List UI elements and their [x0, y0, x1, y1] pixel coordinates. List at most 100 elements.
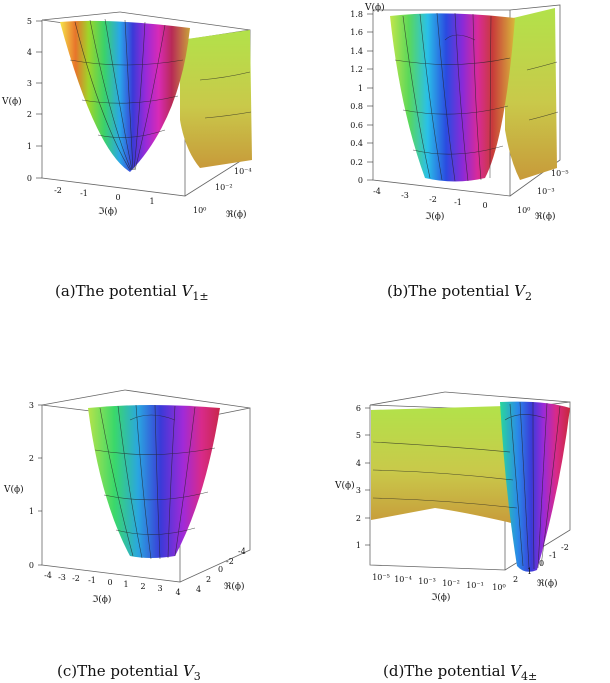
y-tick: 10⁻⁵	[551, 169, 569, 178]
z-tick: 1.8	[350, 10, 363, 19]
z-axis-label: V(ϕ)	[3, 484, 24, 495]
caption-subscript: 4±	[521, 670, 538, 683]
z-tick: 3	[27, 79, 32, 88]
z-axis-label: V(ϕ)	[334, 480, 355, 491]
y-tick: 2	[513, 575, 518, 584]
z-tick: 5	[27, 17, 32, 26]
x-axis-label: ℑ(ϕ)	[98, 206, 117, 217]
y-tick: -1	[549, 551, 557, 560]
z-tick: 1.4	[350, 47, 363, 56]
z-tick: 1	[27, 142, 32, 151]
y-tick: 0	[539, 559, 544, 568]
y-axis-label: ℜ(ϕ)	[226, 209, 246, 220]
plot-b: 0 0.2 0.4 0.6 0.8 1 1 1.2 1.4 1.6 1.8 -4…	[350, 2, 569, 222]
x-tick: -1	[88, 576, 96, 585]
z-tick: 1	[358, 84, 363, 93]
z-tick: 2	[27, 110, 32, 119]
surface-wing-a	[180, 30, 252, 168]
y-tick: 10⁻²	[215, 183, 233, 192]
y-axis-label: ℜ(ϕ)	[224, 581, 244, 592]
y-tick: 10⁻³	[537, 187, 555, 196]
x-tick: 0	[482, 201, 487, 210]
x-tick: 10⁻³	[418, 577, 436, 586]
x-tick: 10⁻⁴	[394, 575, 412, 584]
y-tick: 10⁰	[517, 206, 530, 215]
x-tick: -2	[54, 186, 62, 195]
x-tick: 1	[149, 197, 154, 206]
y-tick: 10⁰	[193, 206, 206, 215]
y-tick: 1	[527, 567, 532, 576]
caption-prefix: (a)The potential	[55, 282, 182, 300]
x-tick: 3	[157, 584, 162, 593]
surface-bowl-c	[88, 405, 220, 558]
figure-b: 0 0.2 0.4 0.6 0.8 1 1 1.2 1.4 1.6 1.8 -4…	[305, 0, 605, 303]
surface-bowl-d	[500, 401, 570, 572]
caption-prefix: (b)The potential	[387, 282, 515, 300]
z-tick: 4	[27, 48, 32, 57]
x-tick: 10⁻¹	[466, 581, 484, 590]
z-tick: 1	[356, 541, 361, 550]
x-tick: 2	[140, 582, 145, 591]
x-tick: 0	[115, 193, 120, 202]
z-tick: 4	[356, 459, 361, 468]
y-tick: 4	[196, 585, 201, 594]
z-tick: 0	[29, 561, 34, 570]
z-tick: 2	[29, 454, 34, 463]
z-tick: 0	[27, 174, 32, 183]
y-tick: 2	[206, 575, 211, 584]
x-axis-label: ℑ(ϕ)	[425, 211, 444, 222]
caption-subscript: 1±	[192, 290, 209, 303]
x-tick: -2	[429, 195, 437, 204]
y-tick: 10⁻⁴	[234, 167, 252, 176]
x-tick: 4	[175, 588, 180, 597]
surface-wing-d	[371, 406, 520, 525]
surface-wing-b	[505, 8, 557, 180]
z-tick: 0.8	[350, 102, 363, 111]
caption-prefix: (c)The potential	[57, 662, 183, 680]
figure-d: 1 2 3 4 5 6 10⁻⁵ 10⁻⁴ 10⁻³ 10⁻² 10⁻¹ 10⁰…	[305, 380, 605, 683]
caption-symbol: V	[182, 662, 194, 680]
x-tick: 10⁻⁵	[372, 573, 390, 582]
plot-d: 1 2 3 4 5 6 10⁻⁵ 10⁻⁴ 10⁻³ 10⁻² 10⁻¹ 10⁰…	[334, 391, 571, 603]
y-axis-label: ℜ(ϕ)	[535, 211, 555, 222]
y-tick: 0	[218, 565, 223, 574]
caption-symbol: V	[514, 282, 525, 300]
surface-bowl-b	[390, 13, 515, 182]
x-tick: 10⁻²	[442, 579, 460, 588]
x-tick: -1	[454, 198, 462, 207]
caption-symbol: V	[181, 282, 193, 300]
x-tick: -2	[72, 574, 80, 583]
caption-c: (c)The potential V3	[57, 662, 201, 683]
x-tick: 10⁰	[492, 583, 505, 592]
z-tick: 2	[356, 514, 361, 523]
caption-symbol: V	[510, 662, 521, 680]
x-tick: -1	[80, 189, 88, 198]
x-tick: -3	[401, 191, 409, 200]
plot-c: 0 1 2 3 -4 -3 -2 -1 0 1 2 3 4 4 2 0 -2 -…	[3, 389, 251, 605]
figure-c: 0 1 2 3 -4 -3 -2 -1 0 1 2 3 4 4 2 0 -2 -…	[0, 380, 300, 683]
x-tick: 1	[123, 580, 128, 589]
figure-a: 0 1 2 3 4 5 -2 -1 0 1 10⁰ 10⁻² 10⁻⁴ V(ϕ)…	[0, 0, 300, 303]
z-axis-label: V(ϕ)	[364, 2, 385, 13]
surface-bowl-a	[60, 20, 190, 172]
caption-a: (a)The potential V1±	[55, 282, 209, 303]
z-tick: 1.2	[350, 65, 363, 74]
caption-b: (b)The potential V2	[387, 282, 532, 303]
z-tick: 0.6	[350, 121, 363, 130]
z-tick: 3	[356, 486, 361, 495]
x-tick: -4	[44, 571, 52, 580]
z-axis-label: V(ϕ)	[1, 96, 22, 107]
z-tick: 3	[29, 401, 34, 410]
z-tick: 6	[356, 404, 361, 413]
x-tick: 0	[107, 578, 112, 587]
y-tick: -2	[226, 557, 234, 566]
x-tick: -4	[373, 187, 381, 196]
y-axis-label: ℜ(ϕ)	[537, 578, 557, 589]
z-tick: 0.2	[350, 158, 363, 167]
caption-subscript: 2	[525, 290, 532, 303]
caption-subscript: 3	[193, 670, 201, 683]
x-axis-label: ℑ(ϕ)	[92, 594, 111, 605]
caption-prefix: (d)The potential	[383, 662, 511, 680]
x-tick: -3	[58, 573, 66, 582]
z-tick: 0	[358, 176, 363, 185]
